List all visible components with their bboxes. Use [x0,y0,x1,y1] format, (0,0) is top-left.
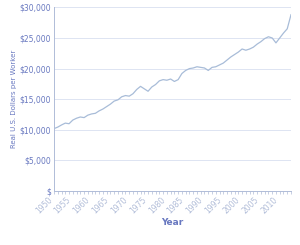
X-axis label: Year: Year [161,218,184,227]
Y-axis label: Real U.S. Dollars per Worker: Real U.S. Dollars per Worker [11,50,17,148]
